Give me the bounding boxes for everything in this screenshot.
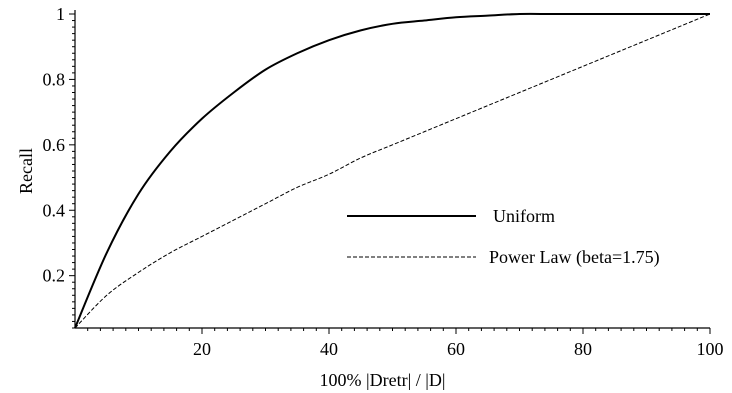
x-tick-label: 80	[574, 339, 592, 359]
x-tick-label: 20	[193, 339, 211, 359]
y-tick-label: 0.4	[43, 200, 66, 220]
y-tick-label: 1	[56, 4, 65, 24]
legend: Uniform Power Law (beta=1.75)	[347, 206, 660, 268]
x-tick-label: 60	[447, 339, 465, 359]
series-line-uniform	[74, 12, 710, 329]
x-tick-label: 100	[697, 339, 724, 359]
y-tick-label: 0.2	[43, 266, 66, 286]
legend-label-uniform: Uniform	[493, 206, 555, 226]
legend-label-power-law: Power Law (beta=1.75)	[489, 247, 660, 268]
x-axis-label: 100% |Dretr| / |D|	[320, 370, 446, 390]
x-tick-label: 40	[320, 339, 338, 359]
y-axis-ticks: 0.2 0.4 0.6 0.8 1	[43, 4, 75, 329]
y-tick-label: 0.8	[43, 69, 66, 89]
series-line-power-law	[74, 13, 711, 329]
x-axis-ticks: 20 40 60 80 100	[87, 328, 724, 359]
y-axis-label: Recall	[16, 148, 36, 194]
series-layer	[74, 12, 711, 329]
y-tick-label: 0.6	[43, 135, 66, 155]
